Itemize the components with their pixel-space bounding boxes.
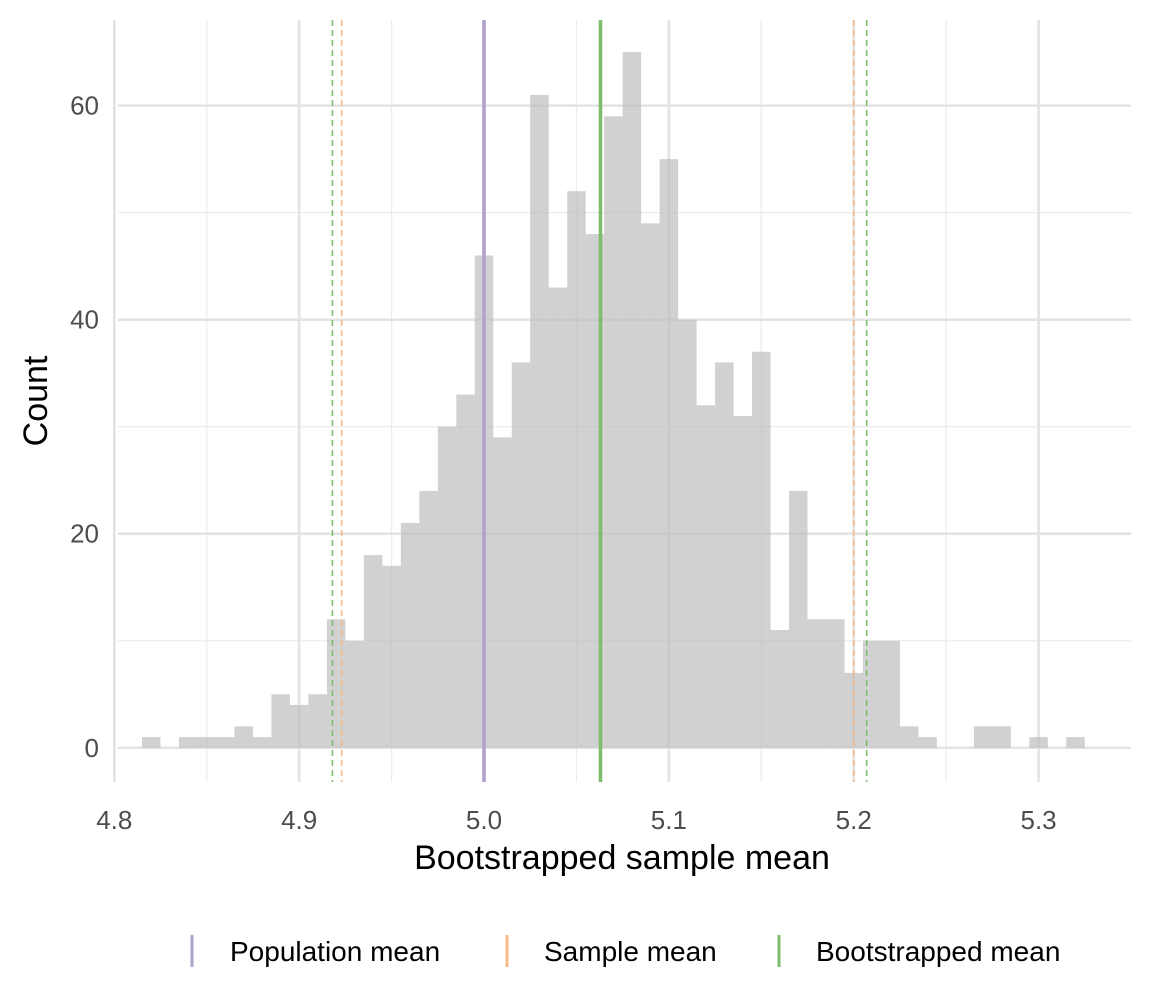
histogram-bar	[604, 116, 623, 748]
y-tick-label: 40	[70, 305, 99, 335]
y-tick-label: 20	[70, 519, 99, 549]
histogram-bar	[456, 394, 475, 748]
histogram-bar	[234, 726, 253, 748]
histogram-bar	[899, 726, 919, 748]
y-axis-ticks: 0 20 40 60	[70, 91, 99, 763]
histogram-bar	[419, 490, 438, 748]
histogram-bar	[252, 737, 272, 748]
histogram-bar	[918, 737, 937, 748]
histogram-bar	[752, 351, 771, 748]
histogram-bar	[548, 287, 568, 748]
legend-label-sample-mean: Sample mean	[544, 936, 717, 967]
histogram-bar	[715, 362, 734, 748]
histogram-bar	[197, 737, 216, 748]
histogram-bar	[696, 405, 716, 748]
histogram-bar	[530, 94, 549, 748]
reference-lines	[331, 20, 868, 782]
histogram-bar	[881, 640, 900, 748]
x-tick-label: 5.2	[836, 805, 872, 835]
histogram-bar	[493, 437, 512, 748]
histogram-bar	[641, 223, 660, 748]
histogram-bar	[511, 362, 531, 748]
histogram-bar	[678, 319, 697, 748]
histogram-bar	[807, 619, 826, 748]
y-tick-label: 0	[85, 733, 99, 763]
histogram-bar	[308, 694, 327, 748]
legend: Population mean Sample mean Bootstrapped…	[190, 935, 1060, 967]
histogram-bar	[825, 619, 845, 748]
histogram-bar	[142, 737, 161, 748]
histogram-bar	[400, 523, 420, 748]
histogram-bar	[179, 737, 198, 748]
x-tick-label: 4.8	[96, 805, 132, 835]
x-axis-title: Bootstrapped sample mean	[414, 839, 830, 877]
histogram-bar	[622, 52, 642, 748]
x-tick-label: 5.3	[1020, 805, 1056, 835]
histogram-bars	[142, 52, 1085, 748]
x-tick-label: 4.9	[281, 805, 317, 835]
histogram-bar	[215, 737, 235, 748]
histogram-bar	[659, 159, 679, 748]
x-tick-label: 5.1	[651, 805, 687, 835]
histogram-bar	[973, 726, 993, 748]
histogram-bar	[326, 619, 346, 748]
histogram-bar	[271, 694, 290, 748]
histogram-bar	[789, 490, 808, 748]
x-axis-ticks: 4.8 4.9 5.0 5.1 5.2 5.3	[96, 805, 1056, 835]
legend-label-population-mean: Population mean	[230, 936, 440, 967]
histogram-bar	[1066, 737, 1085, 748]
histogram-bar	[992, 726, 1011, 748]
histogram-bar	[437, 426, 457, 748]
x-tick-label: 5.0	[466, 805, 502, 835]
histogram-bar	[1029, 737, 1048, 748]
histogram-bar	[363, 555, 383, 748]
histogram-bar	[289, 704, 309, 748]
histogram-bar	[862, 640, 882, 748]
histogram-bar	[567, 191, 586, 748]
histogram-bar	[770, 630, 790, 748]
histogram-bar	[733, 415, 753, 748]
histogram-bar	[382, 565, 401, 748]
y-tick-label: 60	[70, 91, 99, 121]
legend-label-bootstrapped-mean: Bootstrapped mean	[816, 936, 1060, 967]
y-axis-title: Count	[17, 355, 55, 446]
histogram-bar	[345, 640, 364, 748]
